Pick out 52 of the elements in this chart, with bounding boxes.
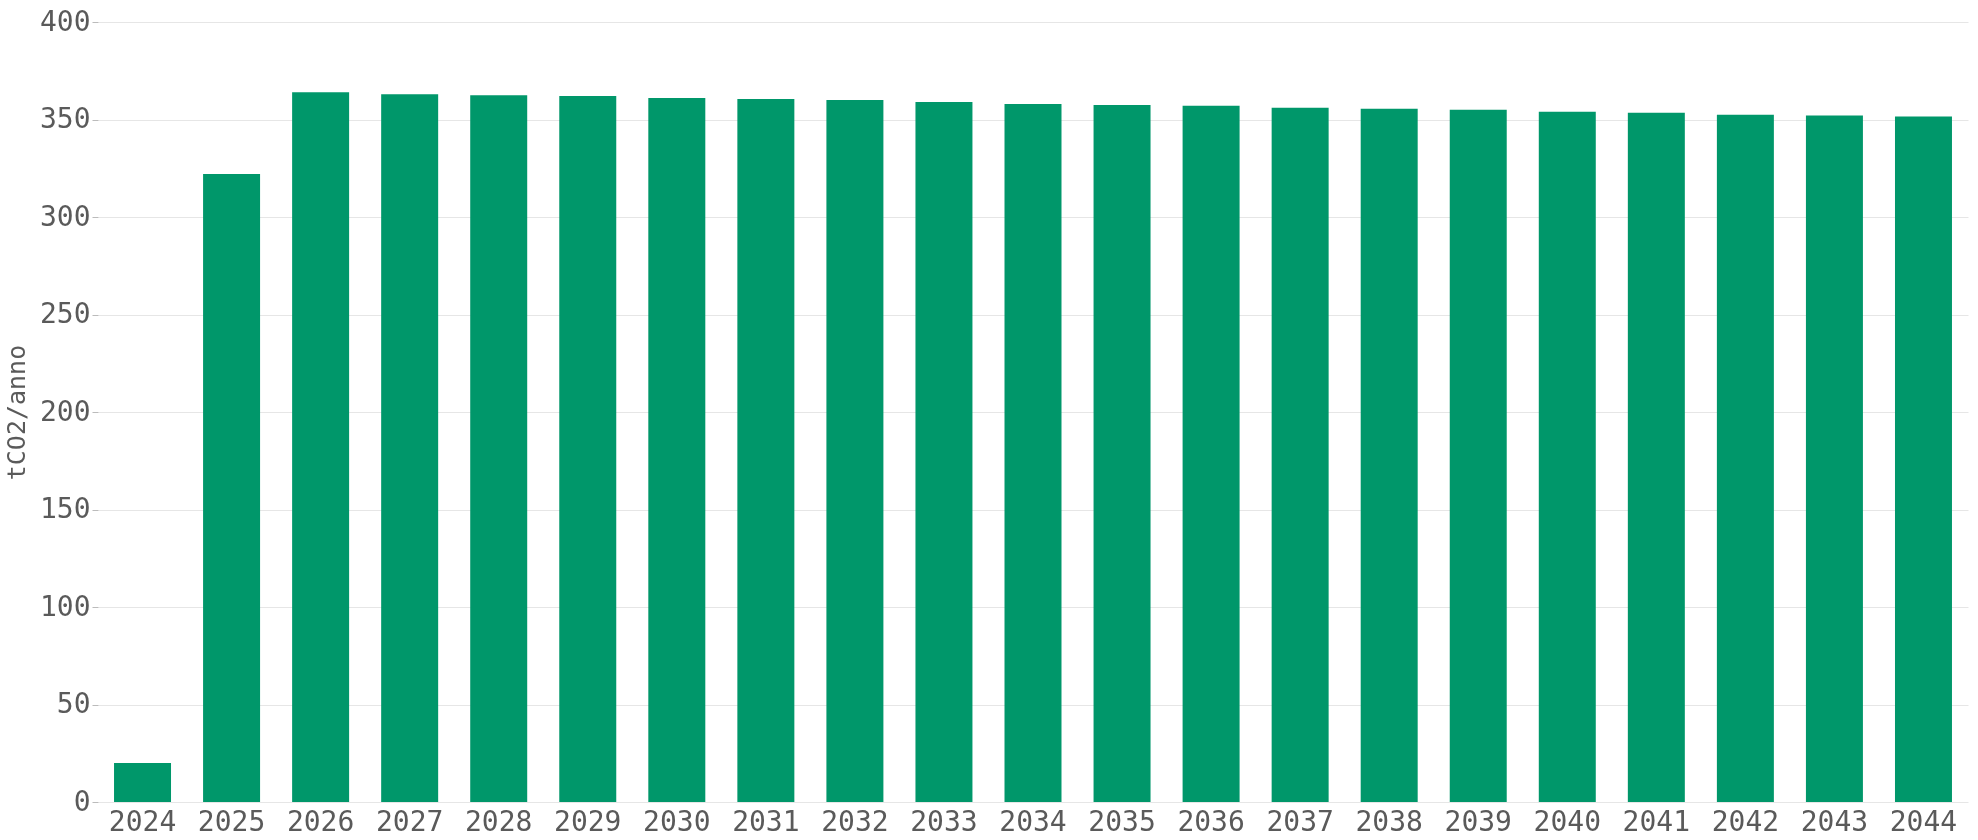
bar xyxy=(1627,112,1685,802)
bar xyxy=(559,96,617,802)
bar xyxy=(915,101,973,802)
x-tick-label: 2028 xyxy=(465,804,533,838)
bar xyxy=(1360,108,1418,802)
y-tick-label: 250 xyxy=(39,297,91,330)
x-tick-label: 2025 xyxy=(197,804,266,838)
bar xyxy=(1004,103,1062,802)
y-tick-label: 0 xyxy=(73,784,91,818)
bar xyxy=(1182,105,1240,802)
x-tick-label: 2039 xyxy=(1444,804,1512,838)
bar xyxy=(292,92,350,802)
bar xyxy=(1093,104,1151,802)
x-tick-label: 2043 xyxy=(1800,804,1869,838)
y-axis-title: tCO2/anno xyxy=(1,344,31,481)
y-tick-label: 100 xyxy=(39,589,91,623)
bar xyxy=(114,763,172,802)
x-tick-label: 2038 xyxy=(1355,804,1423,838)
bar xyxy=(203,174,261,802)
y-tick-label: 400 xyxy=(39,4,91,38)
x-tick-label: 2040 xyxy=(1533,804,1601,838)
bar xyxy=(737,99,795,802)
x-tick-label: 2034 xyxy=(999,804,1067,838)
x-tick-label: 2029 xyxy=(554,804,622,838)
bar xyxy=(1716,114,1774,802)
x-tick-label: 2035 xyxy=(1088,804,1156,838)
x-tick-label: 2032 xyxy=(821,804,889,838)
x-tick-label: 2031 xyxy=(732,804,800,838)
bar xyxy=(470,95,528,802)
y-tick-label: 150 xyxy=(39,492,91,525)
y-tick-label: 200 xyxy=(39,394,91,428)
x-tick-label: 2036 xyxy=(1177,804,1245,838)
x-tick-label: 2044 xyxy=(1889,804,1958,838)
x-tick-label: 2037 xyxy=(1266,804,1334,838)
bar xyxy=(1271,107,1329,802)
bar xyxy=(648,98,706,802)
bar xyxy=(1894,116,1952,802)
bar xyxy=(826,100,884,802)
y-tick-label: 350 xyxy=(39,102,91,135)
x-tick-label: 2024 xyxy=(108,804,177,838)
y-tick-label: 50 xyxy=(56,687,91,720)
y-tick-label: 300 xyxy=(39,199,91,233)
bar xyxy=(1449,109,1507,802)
bar xyxy=(1805,115,1863,802)
x-tick-label: 2041 xyxy=(1622,804,1691,838)
bar xyxy=(381,94,439,802)
x-tick-label: 2030 xyxy=(643,804,711,838)
x-tick-label: 2042 xyxy=(1711,804,1780,838)
x-tick-label: 2027 xyxy=(375,804,444,838)
x-tick-label: 2026 xyxy=(286,804,355,838)
bar xyxy=(1538,111,1596,802)
x-tick-label: 2033 xyxy=(910,804,978,838)
